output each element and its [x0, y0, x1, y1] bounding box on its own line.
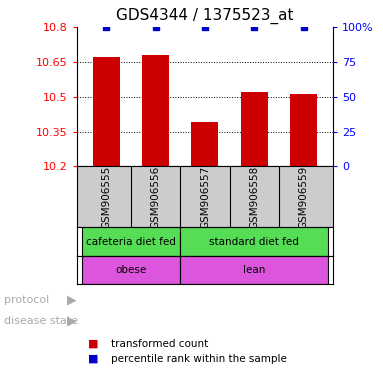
Text: percentile rank within the sample: percentile rank within the sample — [111, 354, 287, 364]
Bar — [241, 92, 268, 166]
Bar — [180, 227, 328, 256]
Text: transformed count: transformed count — [111, 339, 208, 349]
Bar — [142, 55, 169, 166]
Text: protocol: protocol — [4, 295, 49, 305]
Text: GSM906555: GSM906555 — [101, 166, 111, 228]
Text: GSM906556: GSM906556 — [151, 166, 160, 228]
Bar — [82, 227, 180, 256]
Text: cafeteria diet fed: cafeteria diet fed — [86, 237, 176, 247]
Text: GSM906559: GSM906559 — [299, 166, 309, 228]
Text: standard diet fed: standard diet fed — [210, 237, 299, 247]
Bar — [180, 256, 328, 284]
Text: ■: ■ — [88, 354, 98, 364]
Bar — [290, 94, 317, 166]
Text: ▶: ▶ — [67, 314, 77, 327]
Text: GSM906557: GSM906557 — [200, 166, 210, 228]
Text: obese: obese — [115, 265, 147, 275]
Text: GSM906558: GSM906558 — [249, 166, 259, 228]
Bar — [192, 122, 218, 166]
Text: disease state: disease state — [4, 316, 78, 326]
Text: ▶: ▶ — [67, 294, 77, 307]
Bar — [82, 256, 180, 284]
Text: ■: ■ — [88, 339, 98, 349]
Title: GDS4344 / 1375523_at: GDS4344 / 1375523_at — [116, 8, 294, 24]
Text: lean: lean — [243, 265, 265, 275]
Bar — [93, 57, 120, 166]
